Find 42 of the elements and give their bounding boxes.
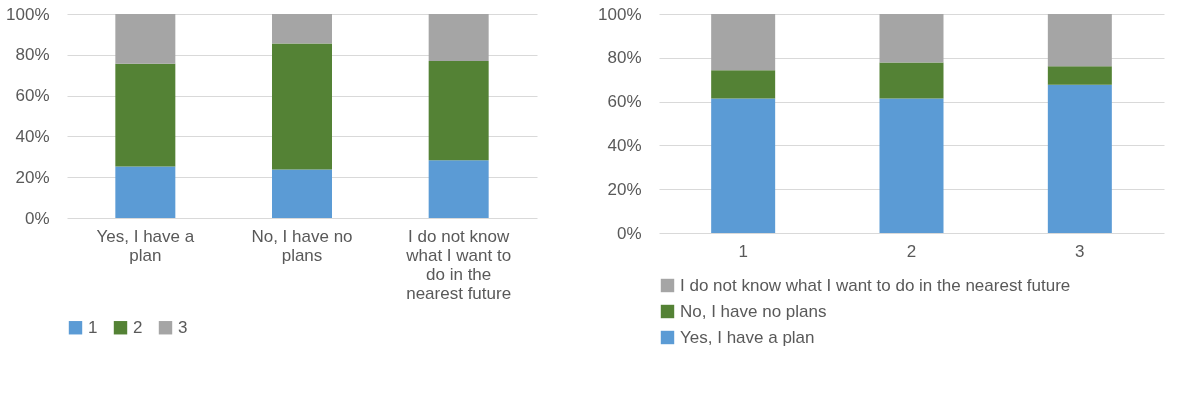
bar xyxy=(115,166,176,218)
x-tick-label: No, I have no plans xyxy=(251,226,353,265)
bar xyxy=(711,98,776,233)
legend-label: Yes, I have a plan xyxy=(680,327,815,347)
bar xyxy=(428,160,489,218)
y-tick-label: 80% xyxy=(607,48,642,68)
y-tick-label: 0% xyxy=(616,223,642,243)
bar xyxy=(1047,66,1112,85)
y-tick-label: 20% xyxy=(607,179,642,199)
y-tick-label: 60% xyxy=(607,92,642,112)
bar xyxy=(879,62,944,99)
y-tick-label: 40% xyxy=(607,135,642,155)
legend-label: 3 xyxy=(178,317,188,337)
legend-label: 1 xyxy=(88,317,98,337)
x-tick-label: I do not know what I want to do in the nearest future xyxy=(405,226,512,303)
legend-label: 2 xyxy=(133,317,143,337)
legend-label: No, I have no plans xyxy=(680,301,827,321)
legend-label: I do not know what I want to do in the nearest future xyxy=(680,275,1071,295)
y-tick-label: 100% xyxy=(6,4,50,24)
y-tick-label: 60% xyxy=(15,86,50,106)
bar xyxy=(428,14,489,62)
x-tick-label: Yes, I have a plan xyxy=(96,226,195,265)
bar xyxy=(711,70,776,99)
bar xyxy=(879,14,944,63)
bar xyxy=(711,14,776,71)
y-tick-label: 80% xyxy=(15,45,50,65)
bar xyxy=(272,43,332,170)
x-tick-label: 3 xyxy=(1075,241,1085,261)
bar xyxy=(272,169,332,218)
y-tick-label: 100% xyxy=(598,4,642,24)
bar xyxy=(879,98,944,233)
bar xyxy=(272,14,332,44)
bar xyxy=(1047,84,1112,233)
x-tick-label: 1 xyxy=(738,241,748,261)
bar xyxy=(115,63,176,167)
x-tick-label: 2 xyxy=(906,241,917,261)
bar xyxy=(115,14,176,64)
y-tick-label: 0% xyxy=(24,208,50,228)
bar xyxy=(428,61,489,161)
bar xyxy=(1047,14,1112,67)
y-tick-label: 20% xyxy=(15,167,50,187)
y-tick-label: 40% xyxy=(15,126,50,146)
